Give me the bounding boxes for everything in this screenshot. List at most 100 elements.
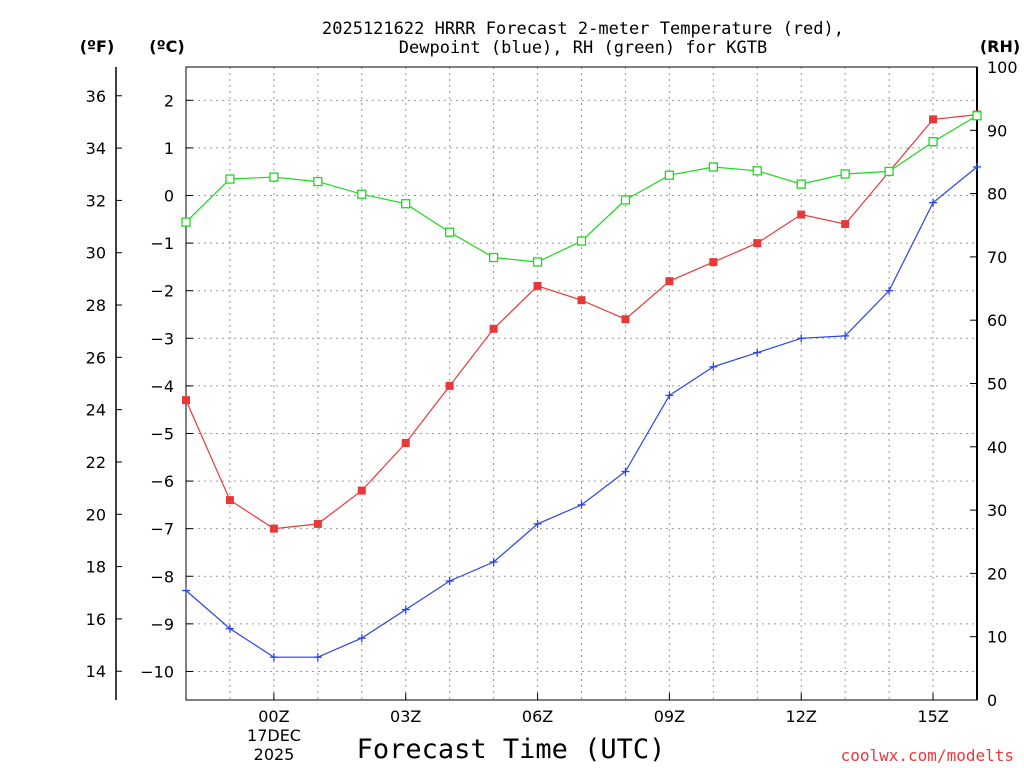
dewpoint-point bbox=[929, 198, 938, 207]
dewpoint-point bbox=[533, 519, 542, 528]
rh-point bbox=[532, 257, 543, 267]
rh-point bbox=[752, 166, 762, 176]
fahrenheit-tick-label: 26 bbox=[86, 348, 106, 367]
celsius-tick-label: −2 bbox=[150, 282, 174, 301]
2-meter-temperature-point bbox=[533, 281, 542, 290]
fahrenheit-tick-label: 34 bbox=[86, 139, 106, 158]
celsius-tick-label: −7 bbox=[150, 520, 174, 539]
rh-point bbox=[576, 236, 587, 246]
fahrenheit-tick-label: 16 bbox=[86, 610, 106, 629]
fahrenheit-tick-label: 18 bbox=[86, 558, 106, 577]
dewpoint-point bbox=[885, 286, 894, 295]
2-meter-temperature-point bbox=[841, 220, 850, 229]
fahrenheit-unit-label: (ºF) bbox=[80, 37, 115, 56]
rh-tick-label: 80 bbox=[987, 185, 1007, 204]
rh-point bbox=[664, 170, 675, 180]
dewpoint-point bbox=[577, 500, 586, 509]
dewpoint-point bbox=[489, 557, 498, 566]
fahrenheit-tick-label: 28 bbox=[86, 296, 106, 315]
chart-title-line-2: Dewpoint (blue), RH (green) for KGTB bbox=[399, 38, 767, 58]
rh-point bbox=[269, 172, 279, 182]
rh-point bbox=[225, 174, 235, 184]
dewpoint-point bbox=[225, 624, 234, 633]
rh-point bbox=[620, 195, 631, 205]
rh-tick-label: 10 bbox=[987, 628, 1007, 647]
x-tick-label: 09Z bbox=[654, 707, 685, 726]
celsius-tick-label: 2 bbox=[164, 91, 174, 110]
plot-area-frame bbox=[185, 66, 978, 701]
rh-point bbox=[445, 227, 455, 237]
celsius-tick-label: −3 bbox=[150, 329, 174, 348]
rh-tick-label: 0 bbox=[987, 691, 997, 710]
fahrenheit-tick-label: 24 bbox=[86, 401, 106, 420]
rh-point bbox=[357, 189, 367, 199]
2-meter-temperature-point bbox=[269, 524, 278, 533]
x-tick-label: 12Z bbox=[786, 707, 817, 726]
rh-point bbox=[181, 217, 191, 227]
axes-layer: 00Z 03Z 06Z 09Z 12Z 15Z−10−9−8−7−6−5−4−3−2−10… bbox=[86, 58, 1018, 726]
2-meter-temperature-point bbox=[577, 296, 586, 305]
celsius-tick-label: 1 bbox=[164, 139, 174, 158]
2-meter-temperature-point bbox=[709, 258, 718, 267]
rh-point bbox=[313, 176, 323, 187]
x-tick-label: 15Z bbox=[917, 707, 948, 726]
dewpoint-point bbox=[357, 634, 366, 643]
celsius-tick-label: −4 bbox=[150, 377, 174, 396]
date-label-year: 2025 bbox=[254, 745, 295, 764]
dewpoint-point bbox=[401, 605, 410, 614]
dewpoint-point bbox=[621, 467, 630, 476]
fahrenheit-tick-label: 32 bbox=[86, 191, 106, 210]
dewpoint-point bbox=[797, 334, 806, 343]
dewpoint-point bbox=[753, 348, 762, 357]
rh-tick-label: 100 bbox=[987, 58, 1018, 77]
rh-point bbox=[488, 252, 499, 263]
dewpoint-point bbox=[269, 653, 278, 662]
dewpoint-point bbox=[182, 586, 190, 595]
rh-point bbox=[840, 169, 850, 179]
2-meter-temperature-point bbox=[225, 496, 234, 505]
2-meter-temperature-point bbox=[753, 239, 762, 248]
celsius-tick-label: 0 bbox=[164, 187, 174, 206]
rh-point bbox=[401, 199, 411, 209]
rh-tick-label: 20 bbox=[987, 564, 1007, 583]
grid-layer bbox=[186, 67, 977, 700]
rh-point bbox=[796, 179, 806, 189]
credit-text: coolwx.com/modelts bbox=[841, 746, 1014, 765]
x-tick-label: 03Z bbox=[390, 707, 421, 726]
celsius-tick-label: −6 bbox=[150, 472, 174, 491]
2-meter-temperature-point bbox=[313, 519, 322, 528]
fahrenheit-tick-label: 36 bbox=[86, 87, 106, 106]
celsius-tick-label: −8 bbox=[150, 567, 174, 586]
2-meter-temperature-point bbox=[489, 324, 498, 333]
x-axis-title: Forecast Time (UTC) bbox=[357, 734, 666, 765]
dewpoint-point bbox=[665, 391, 674, 400]
2-meter-temperature-point bbox=[797, 210, 806, 219]
x-tick-label: 06Z bbox=[522, 707, 553, 726]
chart-title-line-1: 2025121622 HRRR Forecast 2-meter Tempera… bbox=[322, 19, 844, 39]
rh-point bbox=[972, 111, 982, 121]
2-meter-temperature-point bbox=[445, 381, 454, 390]
2-meter-temperature-point bbox=[665, 277, 674, 286]
2-meter-temperature-point bbox=[621, 315, 630, 324]
rh-point bbox=[708, 162, 718, 172]
rh-tick-label: 40 bbox=[987, 438, 1007, 457]
dewpoint-point bbox=[313, 653, 322, 662]
fahrenheit-tick-label: 14 bbox=[86, 662, 106, 681]
rh-point bbox=[884, 166, 894, 177]
rh-tick-label: 50 bbox=[987, 375, 1007, 394]
series-layer bbox=[181, 110, 982, 662]
celsius-tick-label: −10 bbox=[140, 662, 174, 681]
celsius-tick-label: −5 bbox=[150, 424, 174, 443]
fahrenheit-tick-label: 20 bbox=[86, 505, 106, 524]
dewpoint-point bbox=[445, 577, 454, 586]
dewpoint-point bbox=[973, 162, 981, 171]
fahrenheit-tick-label: 22 bbox=[86, 453, 106, 472]
2-meter-temperature-point bbox=[929, 115, 938, 124]
x-tick-label: 00Z bbox=[258, 707, 289, 726]
celsius-tick-label: −1 bbox=[150, 234, 174, 253]
dewpoint-point bbox=[841, 331, 850, 340]
celsius-unit-label: (ºC) bbox=[149, 37, 184, 56]
rh-tick-label: 30 bbox=[987, 501, 1007, 520]
rh-tick-label: 70 bbox=[987, 248, 1007, 267]
